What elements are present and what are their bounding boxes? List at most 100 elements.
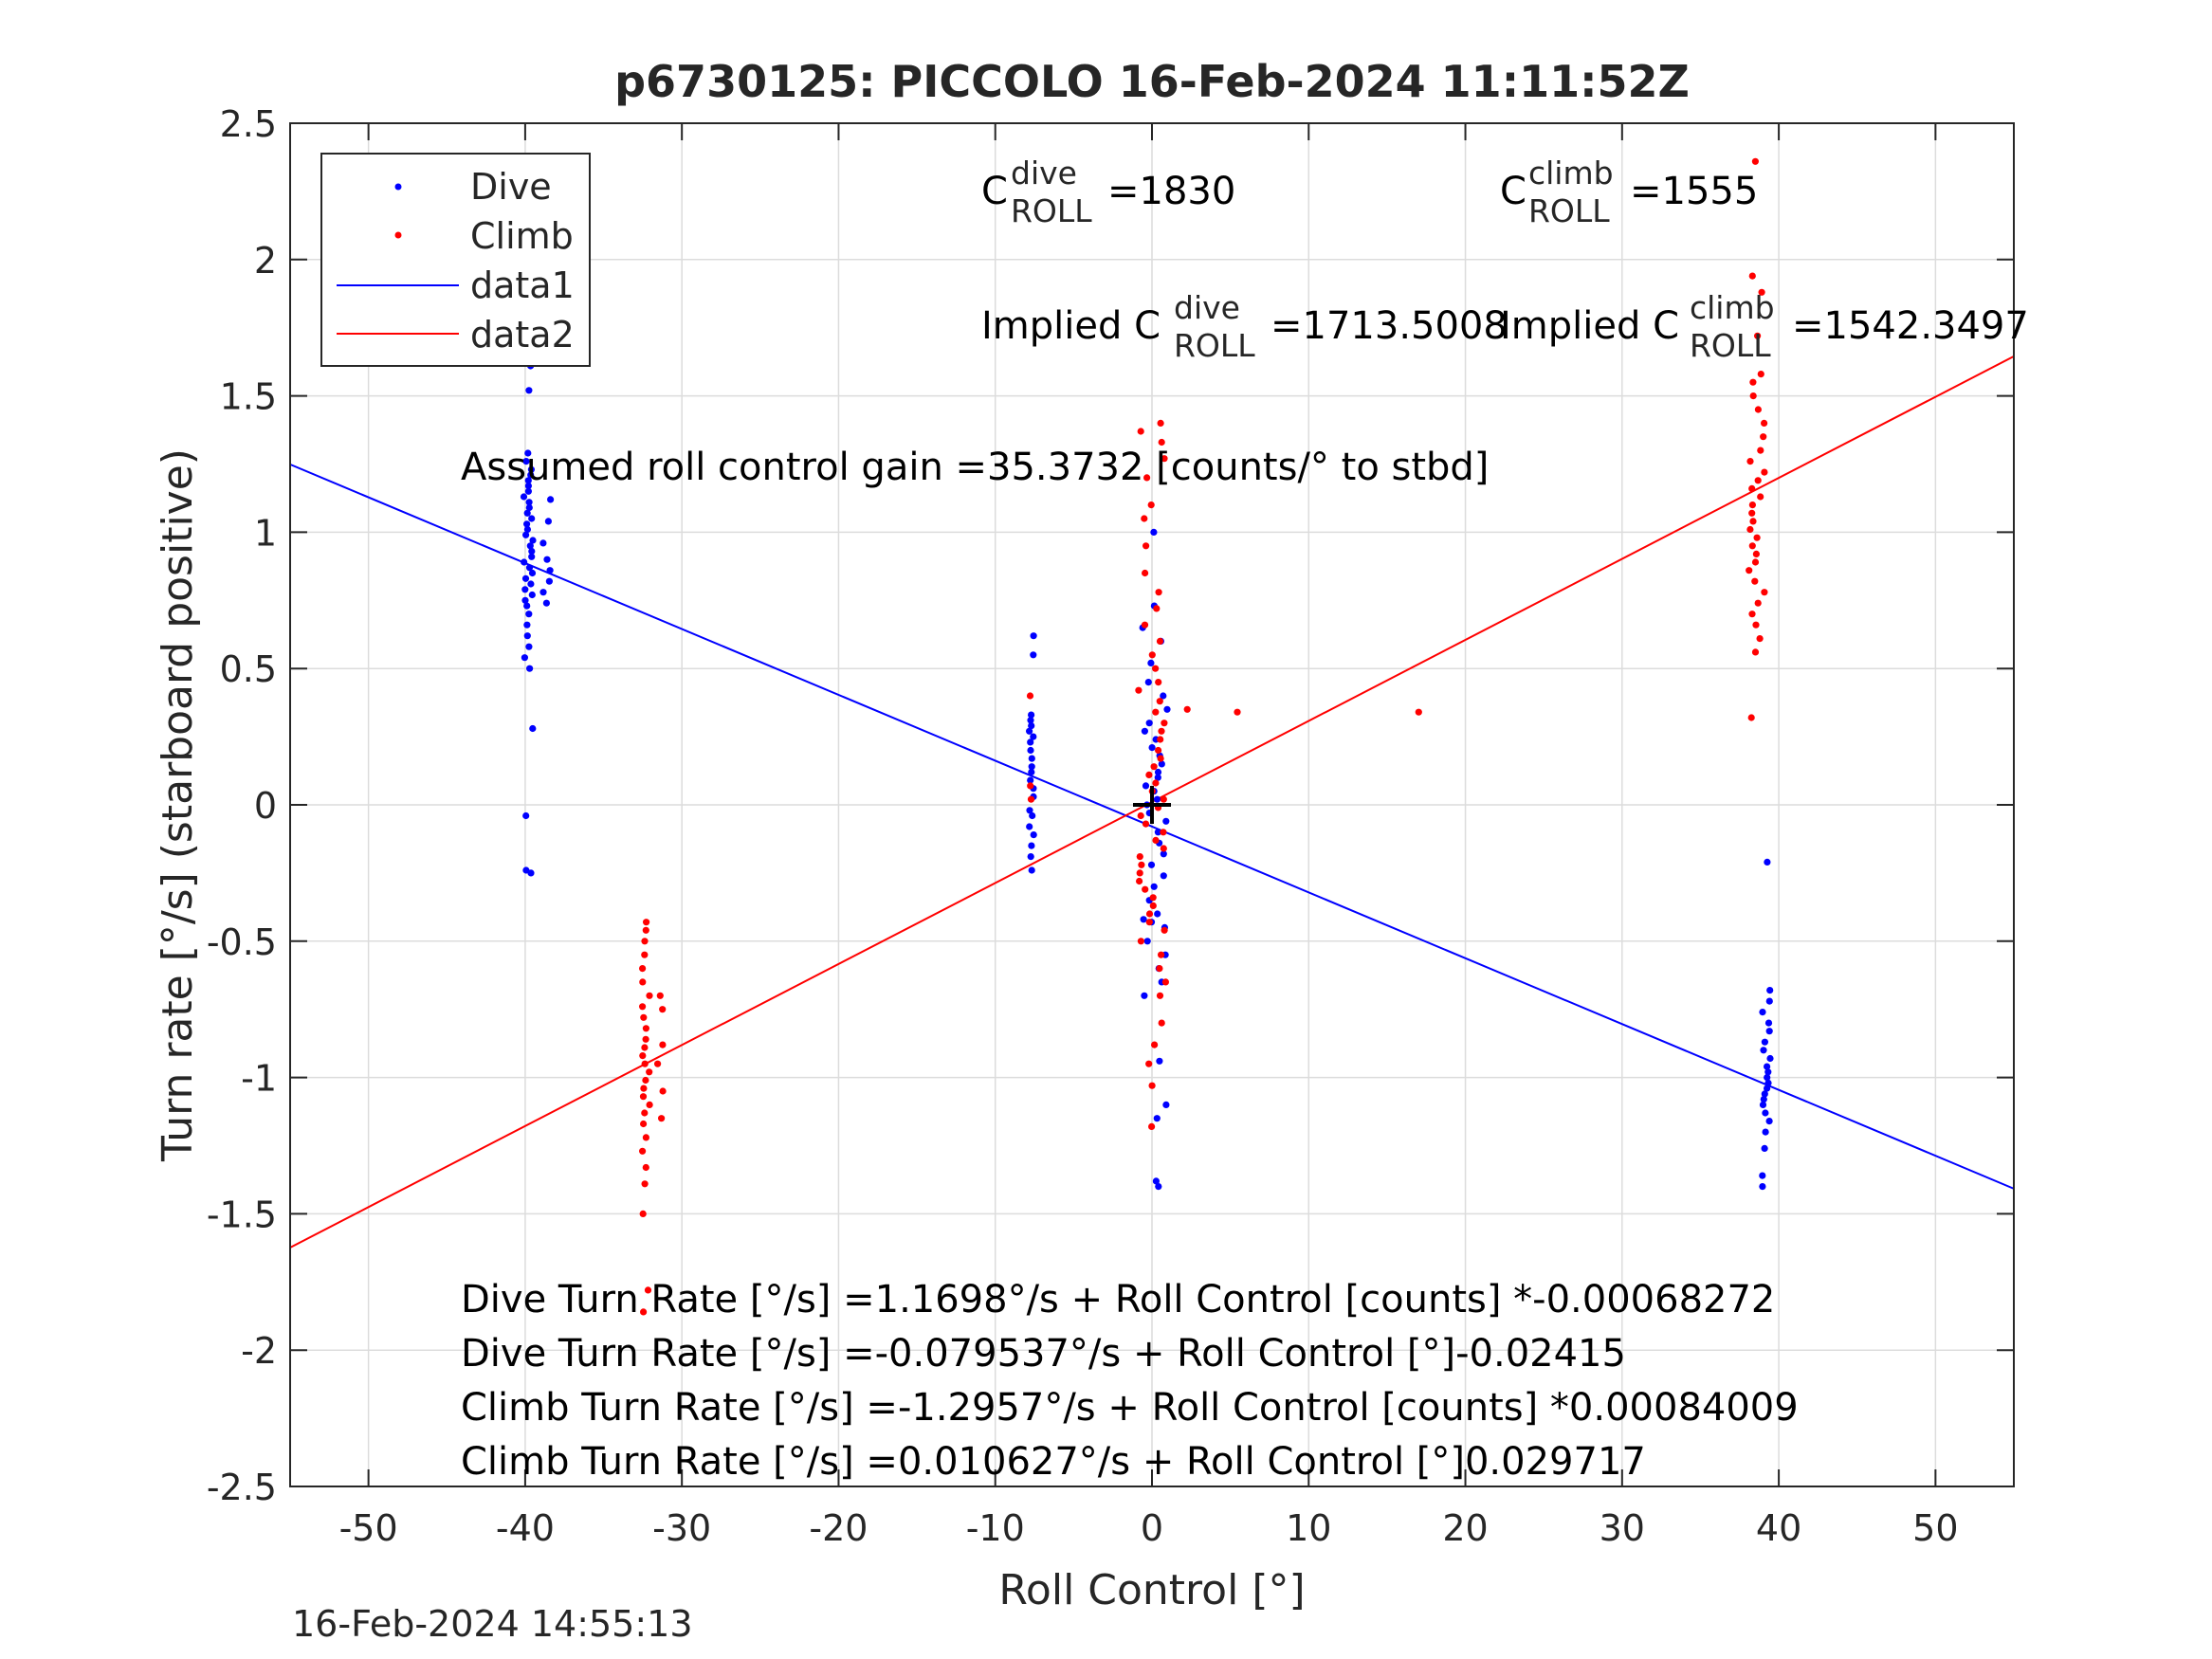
point-climb [1152,708,1160,716]
point-dive [547,496,555,503]
point-climb [1761,419,1768,427]
implied-climb-sup: climb [1690,289,1775,326]
point-dive [545,577,554,585]
point-dive [1162,1101,1170,1108]
point-climb [1156,698,1163,705]
point-dive [1142,782,1150,790]
point-dive [1030,831,1037,839]
point-climb [641,938,649,945]
point-dive [1026,823,1033,830]
point-climb [1156,992,1164,999]
point-climb [1161,978,1169,986]
point-dive [524,477,532,484]
point-dive [1162,817,1170,825]
c-roll-climb-base: C [1500,170,1526,213]
point-climb [1135,686,1143,694]
point-dive [1759,1183,1766,1191]
point-dive [1764,1085,1771,1092]
point-climb [1142,569,1149,577]
point-dive [1027,738,1034,746]
point-climb [1137,811,1144,820]
point-climb [1143,542,1150,550]
point-dive [1764,858,1771,866]
gain-annotation: Assumed roll control gain =35.3732 [coun… [461,446,1489,489]
point-climb [1141,515,1148,522]
point-dive [528,553,536,560]
point-climb [1027,795,1035,803]
point-climb [1751,648,1760,656]
point-climb [1757,493,1764,501]
point-climb [1136,877,1143,885]
x-tick-label: 40 [1756,1507,1801,1549]
x-tick-label: 0 [1141,1507,1163,1549]
y-tick-label: 0.5 [220,648,277,690]
point-climb [639,965,647,973]
equation-dive-counts: Dive Turn Rate [°/s] =1.1698°/s + Roll C… [461,1278,1775,1322]
point-climb [1757,371,1764,378]
point-dive [1759,1101,1767,1108]
point-climb [639,1093,648,1101]
x-tick-label: -20 [809,1507,868,1549]
point-dive [529,537,537,544]
point-climb [639,1147,647,1155]
point-climb [1748,272,1756,280]
point-dive [528,547,536,556]
point-dive [1160,872,1167,880]
x-tick-label: -10 [966,1507,1025,1549]
point-dive [521,574,530,582]
point-dive [539,589,547,596]
point-dive [1764,1019,1773,1027]
point-climb [1137,938,1144,945]
point-climb [1160,795,1167,803]
x-tick-label: -40 [496,1507,555,1549]
point-dive [1150,883,1158,890]
point-climb [1757,447,1764,454]
point-dive [542,599,551,607]
point-climb [1156,637,1164,646]
point-dive [1156,1057,1163,1065]
point-climb [1748,484,1756,492]
c-roll-dive-sub: ROLL [1011,192,1092,229]
legend-data1-label: data1 [470,264,575,306]
point-climb [641,1060,649,1067]
point-dive [1761,1144,1768,1152]
point-dive [1028,711,1035,719]
point-dive [522,458,530,465]
point-climb [1747,714,1755,721]
point-climb [641,1180,649,1188]
point-climb [1756,635,1764,643]
point-climb [659,1087,667,1095]
point-dive [527,471,535,479]
point-dive [1148,744,1156,752]
point-climb [642,926,649,934]
point-climb [1158,727,1165,735]
point-climb [1155,746,1162,755]
point-dive [539,539,547,547]
c-roll-climb-value: =1555 [1630,170,1758,213]
point-climb [1152,665,1160,672]
implied-dive-sub: ROLL [1174,327,1255,364]
y-tick-label: -1 [241,1058,277,1100]
point-dive [520,493,528,501]
point-dive [521,654,529,662]
c-roll-dive-base: C [981,170,1008,213]
point-dive [1765,1118,1773,1125]
point-dive [1154,829,1161,836]
point-climb [1145,771,1153,779]
c-roll-dive-sup: dive [1011,155,1077,191]
x-tick-label: -30 [652,1507,711,1549]
y-tick-label: -2.5 [207,1467,277,1508]
point-climb [659,1041,667,1048]
point-climb [639,978,647,986]
point-dive [544,518,553,525]
point-dive [528,591,536,599]
point-dive [1030,733,1037,740]
point-climb [1746,525,1754,534]
point-climb [639,1003,647,1011]
point-climb [642,1025,650,1032]
point-climb [642,1134,650,1141]
point-climb [641,951,649,958]
point-climb [1148,1122,1156,1130]
point-climb [1754,477,1762,484]
point-dive [523,525,532,534]
